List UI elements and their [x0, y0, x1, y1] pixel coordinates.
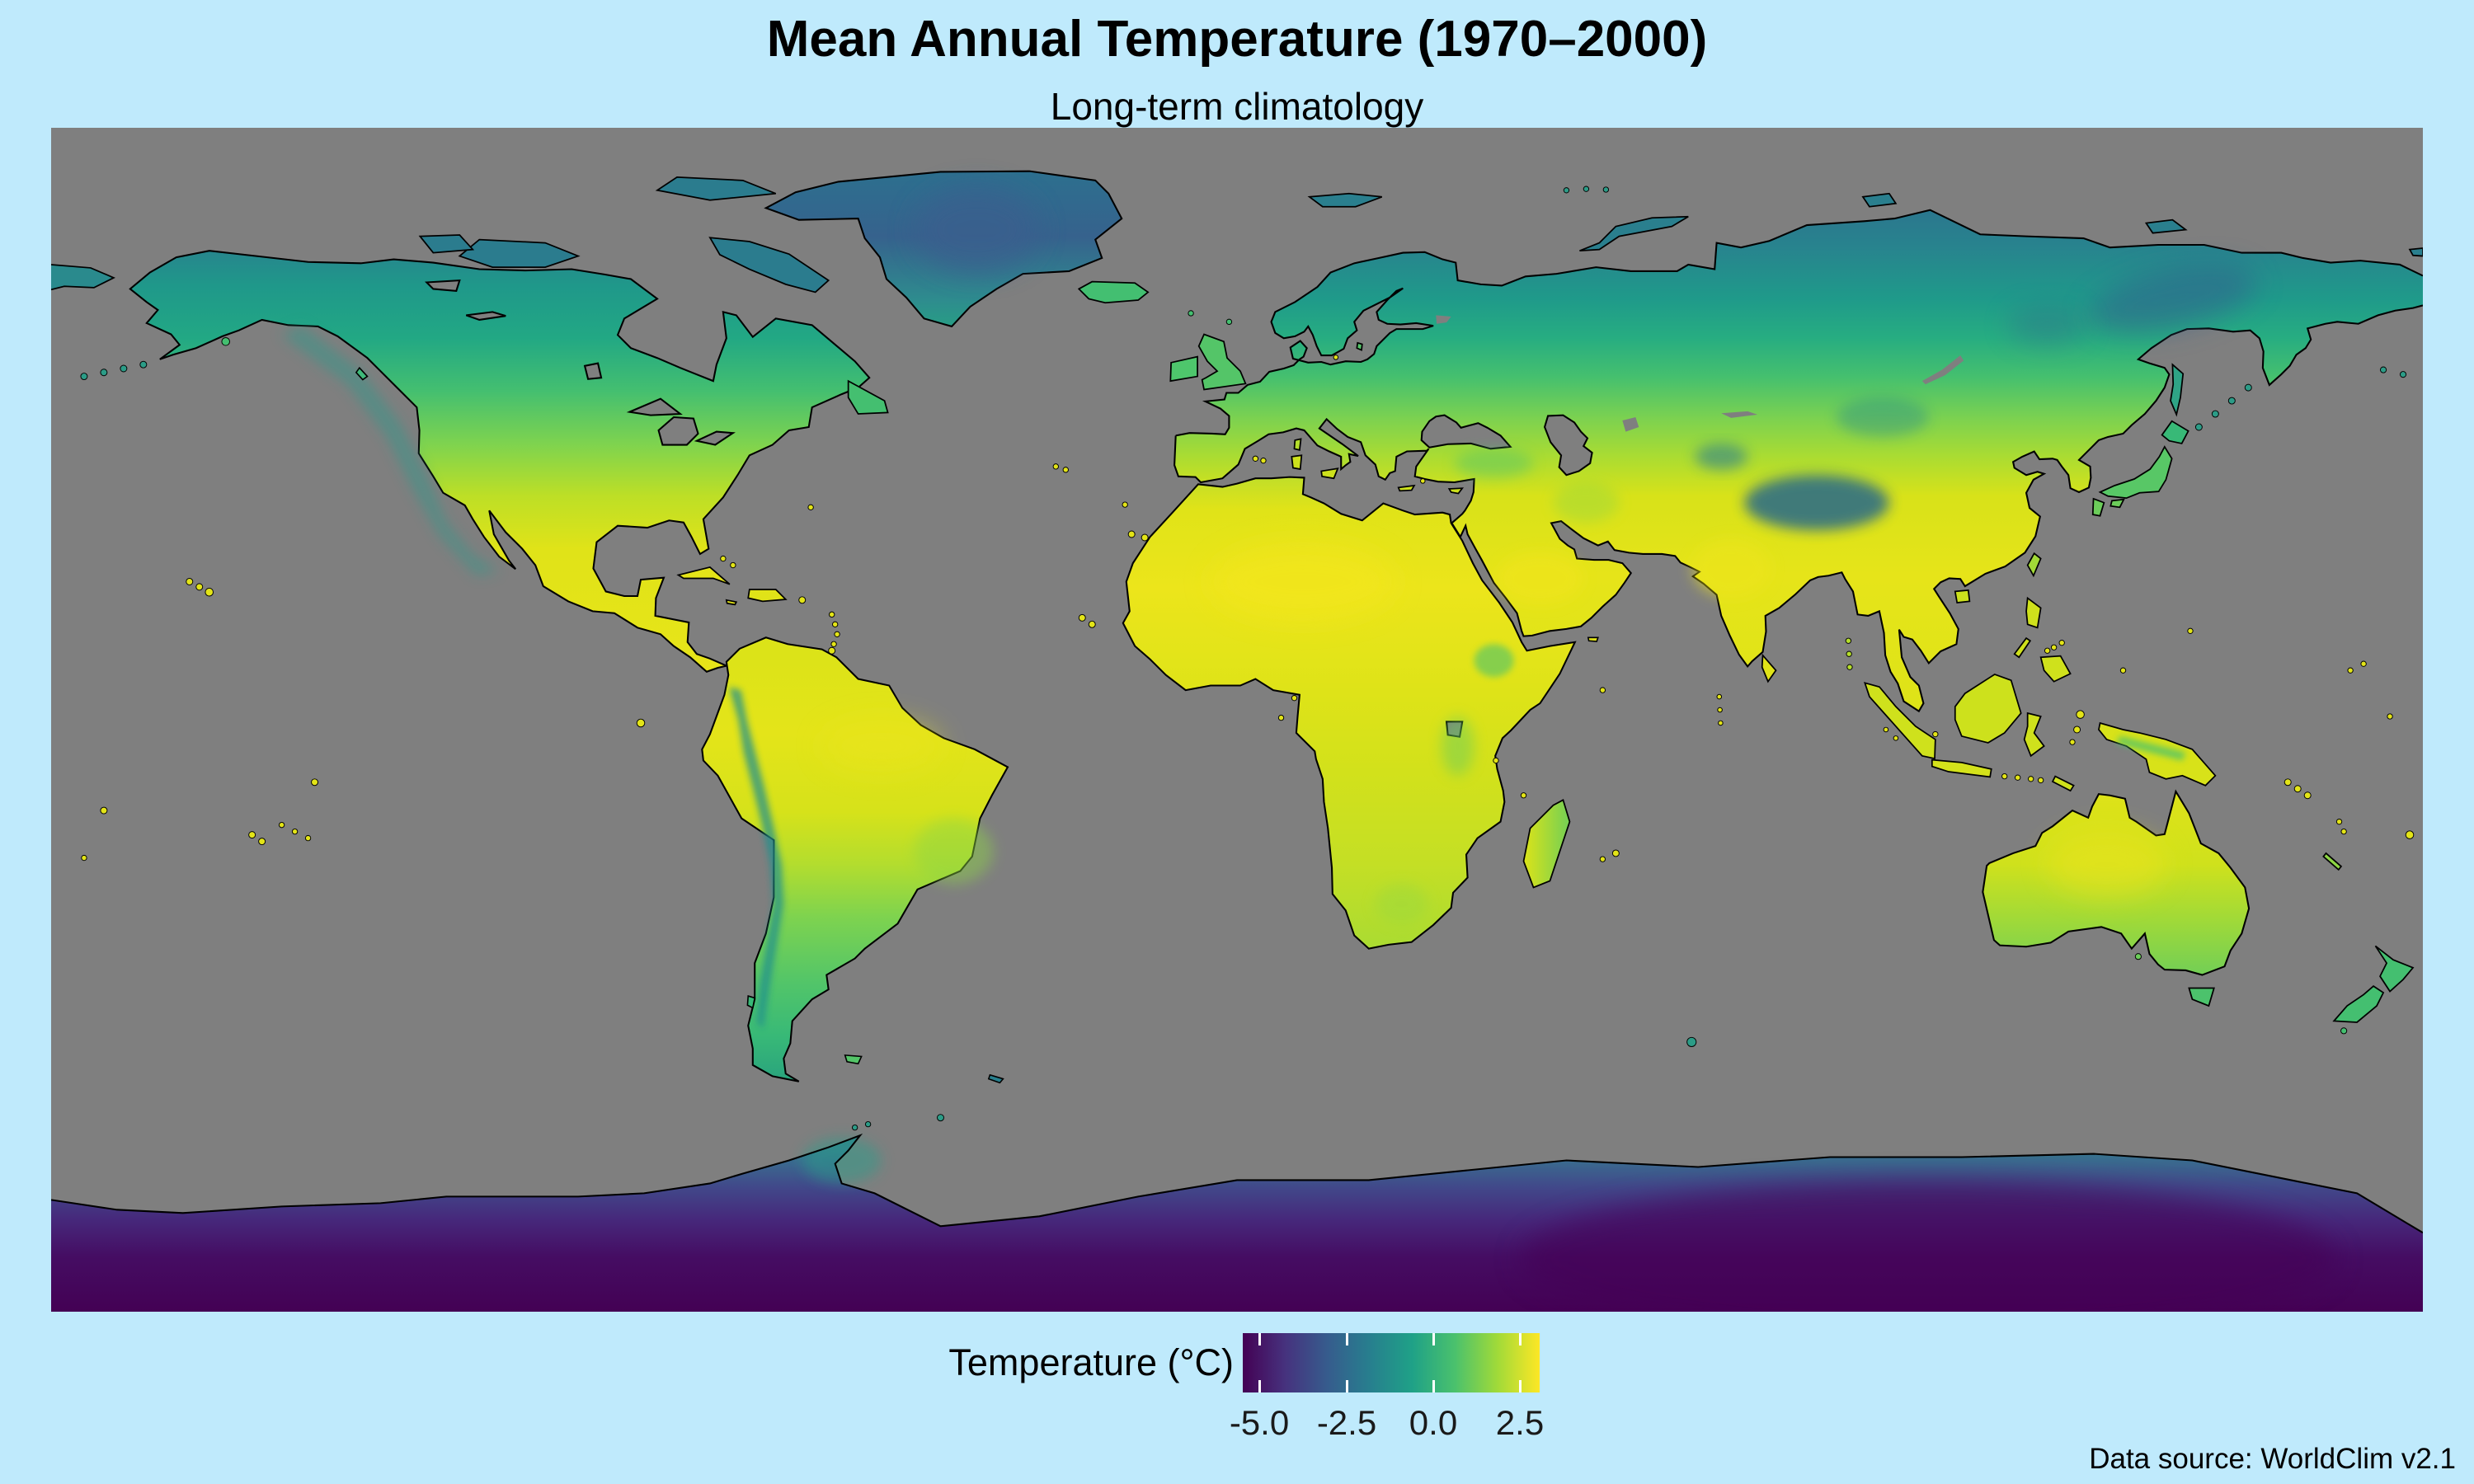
landmass-new-guinea — [2098, 721, 2217, 787]
legend-tick-label: 2.5 — [1495, 1403, 1545, 1442]
ne-siberia-cold-pocket — [2088, 265, 2257, 333]
small-island-dots — [80, 186, 2415, 1131]
amazon-hot-zone — [821, 720, 941, 773]
landmass-new-zealand-south — [2332, 984, 2385, 1023]
page-title: Mean Annual Temperature (1970–2000) — [766, 11, 1708, 68]
landmass-haida-gwaii — [355, 366, 369, 381]
east-antarctica-cold-core — [1520, 1180, 2337, 1312]
landmass-hispaniola — [747, 589, 788, 603]
colorbar-tick — [1258, 1380, 1261, 1392]
rocky-mountains — [281, 325, 500, 575]
ethiopian-highlands — [1474, 644, 1514, 678]
colorbar-tick — [1518, 1333, 1522, 1345]
landmass-ireland — [1169, 355, 1198, 383]
landmass-hokkaido — [2161, 420, 2189, 444]
legend-tick-label: 0.0 — [1409, 1403, 1458, 1442]
landmass-south-america — [701, 636, 1009, 1082]
landmass-palawan — [2013, 636, 2032, 659]
landmass-novaya-zemlya — [1579, 215, 1689, 252]
anatolia-plateau — [1454, 448, 1534, 478]
landmass-corsica — [1293, 438, 1302, 452]
colorbar-tick — [1432, 1380, 1435, 1392]
india-hot-zone — [1691, 538, 1771, 599]
landmass-new-zealand-north — [2374, 945, 2415, 993]
landmass-shikoku — [2109, 498, 2125, 509]
greenland-ice-core — [914, 186, 1040, 273]
colorbar-tick — [1518, 1380, 1522, 1392]
world-map-svg — [51, 128, 2423, 1312]
east-african-rift — [1441, 716, 1475, 776]
legend-tick-label: -2.5 — [1316, 1403, 1377, 1442]
arabia-hot-zone — [1497, 552, 1583, 605]
landmass-sri-lanka — [1761, 653, 1777, 683]
landmass-mindanao — [2039, 655, 2072, 683]
landmass-north-america — [129, 250, 871, 673]
legend-title: Temperature (°C) — [948, 1341, 1234, 1383]
landmass-australia — [1982, 789, 2251, 976]
landmass-wrangel — [2408, 247, 2423, 257]
tien-shan-pamir — [1695, 443, 1748, 470]
central-siberia-cold-pocket — [2007, 305, 2087, 345]
landmass-south-georgia — [987, 1073, 1004, 1084]
page-subtitle: Long-term climatology — [1050, 85, 1424, 128]
andes-mountains — [729, 687, 784, 1029]
antarctic-peninsula-warm-fringe — [802, 1137, 882, 1184]
landmass-socotra — [1587, 636, 1599, 642]
landmass-new-siberian-islands — [2144, 218, 2188, 234]
landmass-greenland — [764, 170, 1123, 328]
landmass-svalbard — [1307, 192, 1383, 208]
landmass-hainan — [1954, 589, 1971, 603]
southern-africa-plateau — [1375, 884, 1428, 924]
colorbar-tick — [1345, 1380, 1348, 1392]
landmass-java — [1931, 758, 1992, 778]
brazilian-highlands — [914, 818, 994, 885]
landmass-taiwan — [2026, 552, 2042, 578]
tibetan-plateau-cold-zone — [1744, 475, 1889, 531]
landmass-sumatra — [1863, 682, 1936, 760]
legend-tick-label: -5.0 — [1229, 1403, 1290, 1442]
world-temperature-map — [51, 128, 2423, 1312]
new-guinea-highlands — [2116, 735, 2186, 761]
landmass-antarctica — [51, 1133, 2423, 1312]
landmass-new-caledonia — [2322, 852, 2343, 871]
landmass-sakhalin — [2170, 363, 2185, 417]
legend-colorbar — [1243, 1333, 1540, 1392]
landmass-sulawesi — [2023, 711, 2045, 758]
landmass-falklands — [844, 1054, 863, 1065]
australian-outback-hot-zone — [2047, 831, 2166, 898]
landmass-jamaica — [725, 599, 738, 606]
landmass-cuba — [676, 566, 731, 585]
landmass-chukotka-wrapped — [51, 264, 115, 291]
colorbar-tick — [1432, 1333, 1435, 1345]
mongolian-plateau — [1836, 397, 1929, 437]
landmass-luzon — [2025, 596, 2042, 629]
sahara-hot-zone — [1211, 542, 1395, 622]
landmass-borneo — [1954, 673, 2022, 744]
landmass-madagascar — [1522, 799, 1571, 889]
landmass-tasmania — [2188, 987, 2215, 1007]
landmass-africa — [1122, 476, 1577, 950]
colorbar-tick — [1345, 1333, 1348, 1345]
landmass-crete — [1397, 484, 1416, 492]
landmass-iceland — [1077, 280, 1150, 304]
landmass-eurasia — [1174, 209, 2423, 713]
iranian-plateau — [1553, 482, 1620, 523]
landmass-newfoundland — [847, 379, 889, 415]
landmass-gotland — [1356, 341, 1363, 351]
landmass-severnaya-zemlya — [1861, 192, 1898, 208]
data-source-caption: Data source: WorldClim v2.1 — [2089, 1443, 2456, 1475]
landmass-chiloe — [746, 995, 756, 1009]
colorbar-tick — [1258, 1333, 1261, 1345]
landmass-honshu — [2098, 445, 2173, 500]
landmass-sardinia — [1291, 454, 1303, 471]
landmass-sicily — [1320, 467, 1339, 480]
landmass-cyprus — [1447, 487, 1465, 495]
canadian-arctic-islands — [418, 176, 830, 294]
landmass-kyushu — [2091, 497, 2105, 517]
landmass-timor — [2051, 775, 2075, 792]
landmass-great-britain — [1197, 333, 1247, 391]
